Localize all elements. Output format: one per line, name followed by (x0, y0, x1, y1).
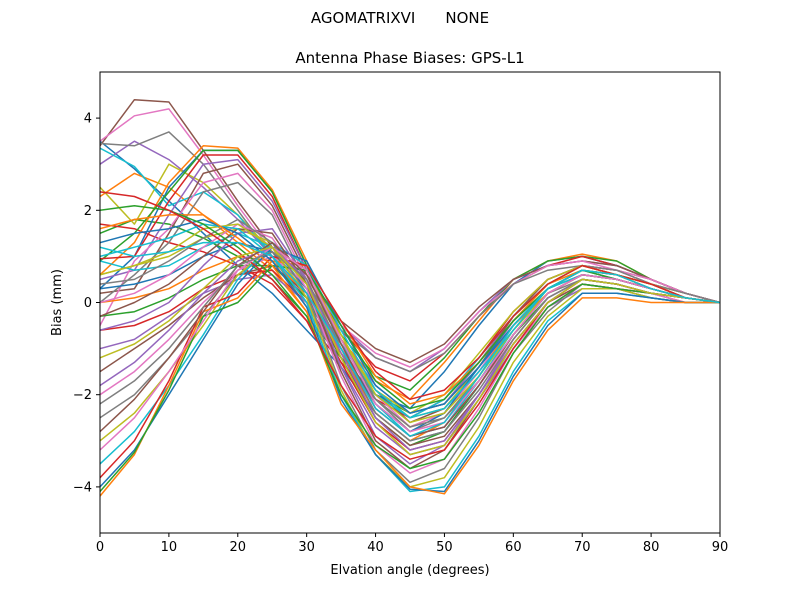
series-line-s16 (100, 163, 720, 364)
series-line-s13 (100, 149, 720, 391)
x-tick-label: 90 (712, 540, 729, 555)
suptitle-antenna: AGOMATRIXVI (310, 9, 416, 27)
y-tick-label: −2 (73, 388, 92, 403)
x-tick-label: 60 (505, 540, 522, 555)
series-line-s42 (100, 214, 720, 495)
x-tick-label: 40 (367, 540, 384, 555)
y-tick-label: 0 (84, 296, 92, 311)
x-tick-label: 0 (96, 540, 104, 555)
x-tick-label: 10 (161, 540, 178, 555)
y-axis: −4 −2 0 2 4 (73, 112, 100, 495)
series-line-s50 (100, 241, 720, 437)
series-line-s6 (100, 98, 720, 424)
x-tick-label: 50 (436, 540, 453, 555)
x-tick-label: 30 (298, 540, 315, 555)
series-line-s36 (100, 227, 720, 470)
y-axis-label: Bias (mm) (50, 269, 65, 336)
chart-title: Antenna Phase Biases: GPS-L1 (295, 49, 524, 67)
suptitle-radome: NONE (445, 9, 490, 27)
x-axis: 0 10 20 30 40 50 60 70 80 90 (96, 533, 728, 555)
x-tick-label: 80 (643, 540, 660, 555)
y-tick-label: 4 (84, 112, 92, 127)
y-tick-label: −4 (73, 480, 92, 495)
series-line-s18 (100, 181, 720, 373)
series-line-s49 (100, 246, 720, 456)
series-lines (100, 98, 720, 497)
series-line-s43 (100, 204, 720, 470)
x-tick-label: 20 (230, 540, 247, 555)
y-tick-label: 2 (84, 204, 92, 219)
figure-suptitle: AGOMATRIXVI NONE (0, 9, 800, 27)
x-tick-label: 70 (574, 540, 591, 555)
x-axis-label: Elvation angle (degrees) (330, 563, 489, 578)
series-line-s14 (100, 154, 720, 382)
series-line-s47 (100, 246, 720, 451)
series-line-s41 (100, 218, 720, 493)
